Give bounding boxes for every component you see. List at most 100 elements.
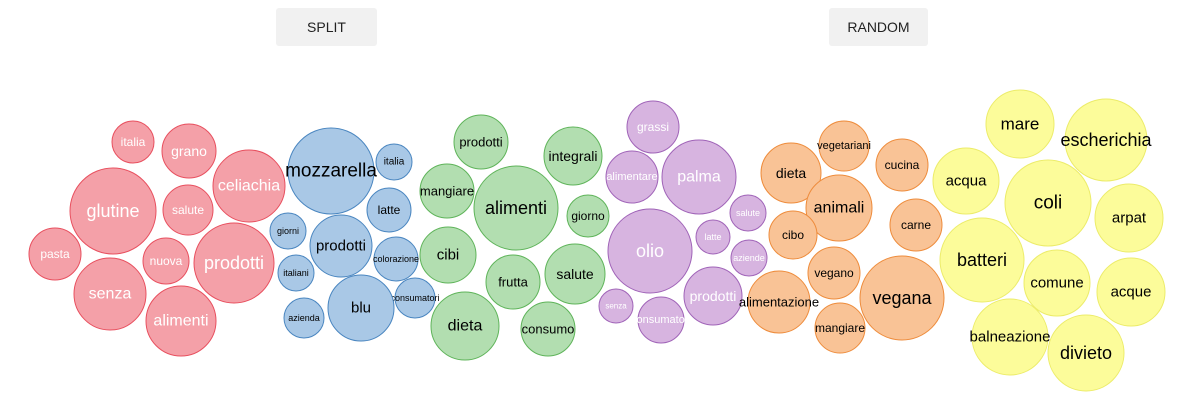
bubble-label: integrali [548,148,597,164]
bubble-label: carne [901,218,931,232]
bubble-label: vegano [814,266,854,280]
bubble [985,89,1055,159]
bubble-label: colorazione [373,254,419,264]
bubble [814,302,866,354]
bubble [747,270,811,334]
bubble [453,114,509,170]
bubble-label: dieta [448,318,483,335]
bubble-label: batteri [957,250,1007,270]
bubble-label: italia [121,135,146,149]
bubble [626,100,680,154]
bubble [366,187,412,233]
bubble [760,142,822,204]
bubble [145,285,217,357]
bubble-label: italia [384,157,405,168]
bubble [142,237,190,285]
bubble-label: glutine [86,201,139,221]
bubble-label: dieta [776,165,807,181]
bubble [939,217,1025,303]
bubble-label: alimenti [485,198,547,218]
bubble [309,214,373,278]
bubble-label: giorno [571,209,605,223]
bubble [162,184,214,236]
bubble-label: italiani [283,268,309,278]
bubble-label: alimenti [153,313,208,330]
bubble-label: consumatori [390,293,439,303]
bubble [520,301,576,357]
bubble [807,246,861,300]
bubble [394,277,436,319]
bubble [805,174,873,242]
bubble-group-1: italia grano celiachia glutine salute pasta nu… [28,120,286,357]
bubble-group-5: vegetariani dieta cucina animali carne cibo ve… [739,120,945,354]
bubble-label: cucina [885,158,920,172]
bubble-label: acque [1111,284,1152,301]
bubble [419,226,477,284]
bubble [859,255,945,341]
bubble [111,120,155,164]
bubble-label: consumo [522,322,575,337]
bubble [73,257,147,331]
bubble [373,236,419,282]
bubble-label: frutta [498,275,528,290]
bubble-group-3: prodotti integrali mangiare alimenti giorno c… [419,114,610,361]
bubble-label: grassi [637,120,669,134]
bubble-label: mozzarella [285,161,377,182]
bubble-label: blu [351,300,371,317]
bubble [1064,98,1148,182]
bubble-label: alimentazione [739,295,819,310]
random-button[interactable]: RANDOM [829,8,928,46]
bubble-label: cibi [437,247,460,264]
bubble-group-2: italia mozzarella latte giorni prodotti itali… [269,127,440,342]
split-button[interactable]: SPLIT [276,8,377,46]
bubble-label: aziende [733,253,765,263]
bubble [473,165,559,251]
bubble [1094,183,1164,253]
bubble-label: arpat [1112,210,1147,227]
bubble-label: prodotti [690,288,737,304]
bubble [661,139,737,215]
bubble [419,163,475,219]
bubble [269,212,307,250]
bubble-label: animali [814,200,865,217]
bubble-label: vegana [872,288,932,308]
bubble [566,194,610,238]
bubble [161,123,217,179]
bubble-label: balneazione [970,329,1051,346]
bubble-group-4: grassi alimentare palma salute latte olio azie… [598,100,768,344]
bubble-label: olio [636,241,664,261]
bubble [607,208,693,294]
bubble [875,138,929,192]
bubble-label: coli [1034,193,1063,214]
bubble-label: latte [378,203,401,217]
bubble-label: prodotti [459,135,502,150]
bubble-label: comune [1030,275,1083,292]
bubble [730,239,768,277]
bubble [818,120,870,172]
bubble-label: mangiare [815,321,865,335]
bubble [1023,249,1091,317]
bubble-label: divieto [1060,343,1112,363]
bubble-label: cibo [782,228,804,242]
bubble-label: pasta [40,247,70,261]
bubble-label: prodotti [316,238,366,255]
bubble-group-6: mare escherichia acqua coli arpat batteri comu… [932,89,1166,392]
bubble [212,149,286,223]
bubble-label: mangiare [420,184,474,199]
bubble [277,254,315,292]
bubble-label: palma [677,169,721,186]
bubble [283,297,325,339]
bubble-label: prodotti [204,253,264,273]
bubble [193,222,275,304]
bubble-label: salute [556,266,594,282]
bubble-label: salute [172,203,204,217]
bubble-label: grano [171,143,207,159]
bubble [683,266,743,326]
bubble [69,167,157,255]
bubble-label: nuova [150,254,183,268]
bubble [287,127,375,215]
bubble-label: consumatori [631,314,691,326]
bubble-label: senza [89,286,132,303]
bubble [327,274,395,342]
